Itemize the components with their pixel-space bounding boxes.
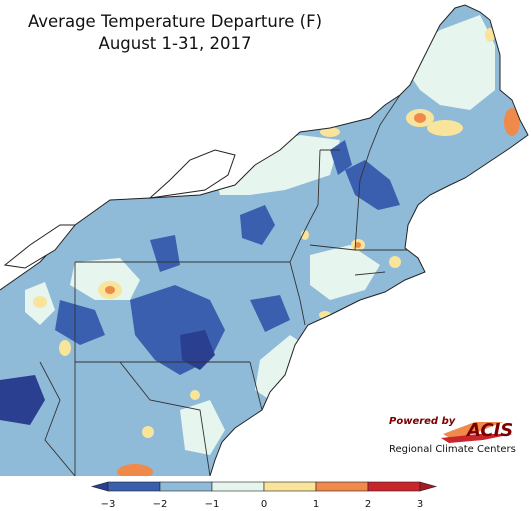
- neutral-area: [70, 258, 140, 300]
- legend-swatch: [263, 481, 317, 492]
- warm-spot: [320, 127, 340, 137]
- warm-spot: [389, 256, 401, 268]
- warm-spot: [142, 426, 154, 438]
- cool-area: [250, 295, 290, 332]
- logo-powered-by: Powered by: [389, 416, 456, 427]
- neutral-area: [400, 15, 495, 110]
- legend-tick-label: −3: [101, 499, 116, 510]
- cool-area: [345, 160, 400, 210]
- logo-brand: ACIS: [467, 420, 514, 441]
- warm-spot: [59, 340, 71, 356]
- legend-arrow-right: [419, 481, 438, 492]
- warm-spot: [105, 286, 115, 294]
- neutral-area: [215, 135, 340, 195]
- warm-spot: [117, 464, 153, 476]
- coastline: [0, 4, 529, 476]
- warm-spot: [33, 296, 47, 308]
- legend-swatch: [211, 481, 265, 492]
- warm-spot: [414, 113, 426, 123]
- cool-area: [330, 140, 352, 175]
- warm-spot: [190, 390, 200, 400]
- legend-tick-label: 1: [313, 499, 319, 510]
- warm-spot: [485, 28, 495, 42]
- legend-tick-label: 2: [365, 499, 371, 510]
- legend-swatch: [159, 481, 213, 492]
- lake-ontario: [148, 149, 236, 199]
- warm-spot: [504, 108, 520, 136]
- legend-swatch: [107, 481, 161, 492]
- legend-tick-label: −2: [153, 499, 168, 510]
- map-title: Average Temperature Departure (F): [27, 12, 323, 31]
- very-cool-area: [0, 375, 45, 425]
- cool-area: [240, 205, 275, 245]
- cool-area: [55, 300, 105, 345]
- legend-arrow-left: [90, 481, 109, 492]
- legend-swatch: [367, 481, 421, 492]
- logo-subtitle: Regional Climate Centers: [389, 444, 516, 455]
- acis-swoosh-icon: [441, 422, 513, 443]
- very-cool-area: [180, 330, 215, 370]
- warm-spot: [355, 242, 361, 248]
- legend-tick-label: 3: [417, 499, 423, 510]
- warm-spot: [301, 230, 309, 240]
- lake-erie: [3, 224, 77, 269]
- cool-area: [150, 235, 180, 272]
- map-subtitle: August 1-31, 2017: [98, 34, 252, 53]
- neutral-area: [310, 245, 380, 300]
- legend-tick-label: −1: [205, 499, 220, 510]
- acis-logo: Powered by ACIS Regional Climate Centers: [383, 412, 523, 460]
- legend-tick-label: 0: [261, 499, 267, 510]
- state-boundaries: [39, 94, 408, 476]
- legend-swatch: [315, 481, 369, 492]
- legend-ticks: −3 −2 −1 0 1 2 3: [101, 499, 424, 510]
- color-legend: −3 −2 −1 0 1 2 3: [90, 481, 438, 510]
- map: [0, 4, 529, 476]
- warm-spot: [427, 120, 463, 136]
- legend-bar: [90, 481, 438, 492]
